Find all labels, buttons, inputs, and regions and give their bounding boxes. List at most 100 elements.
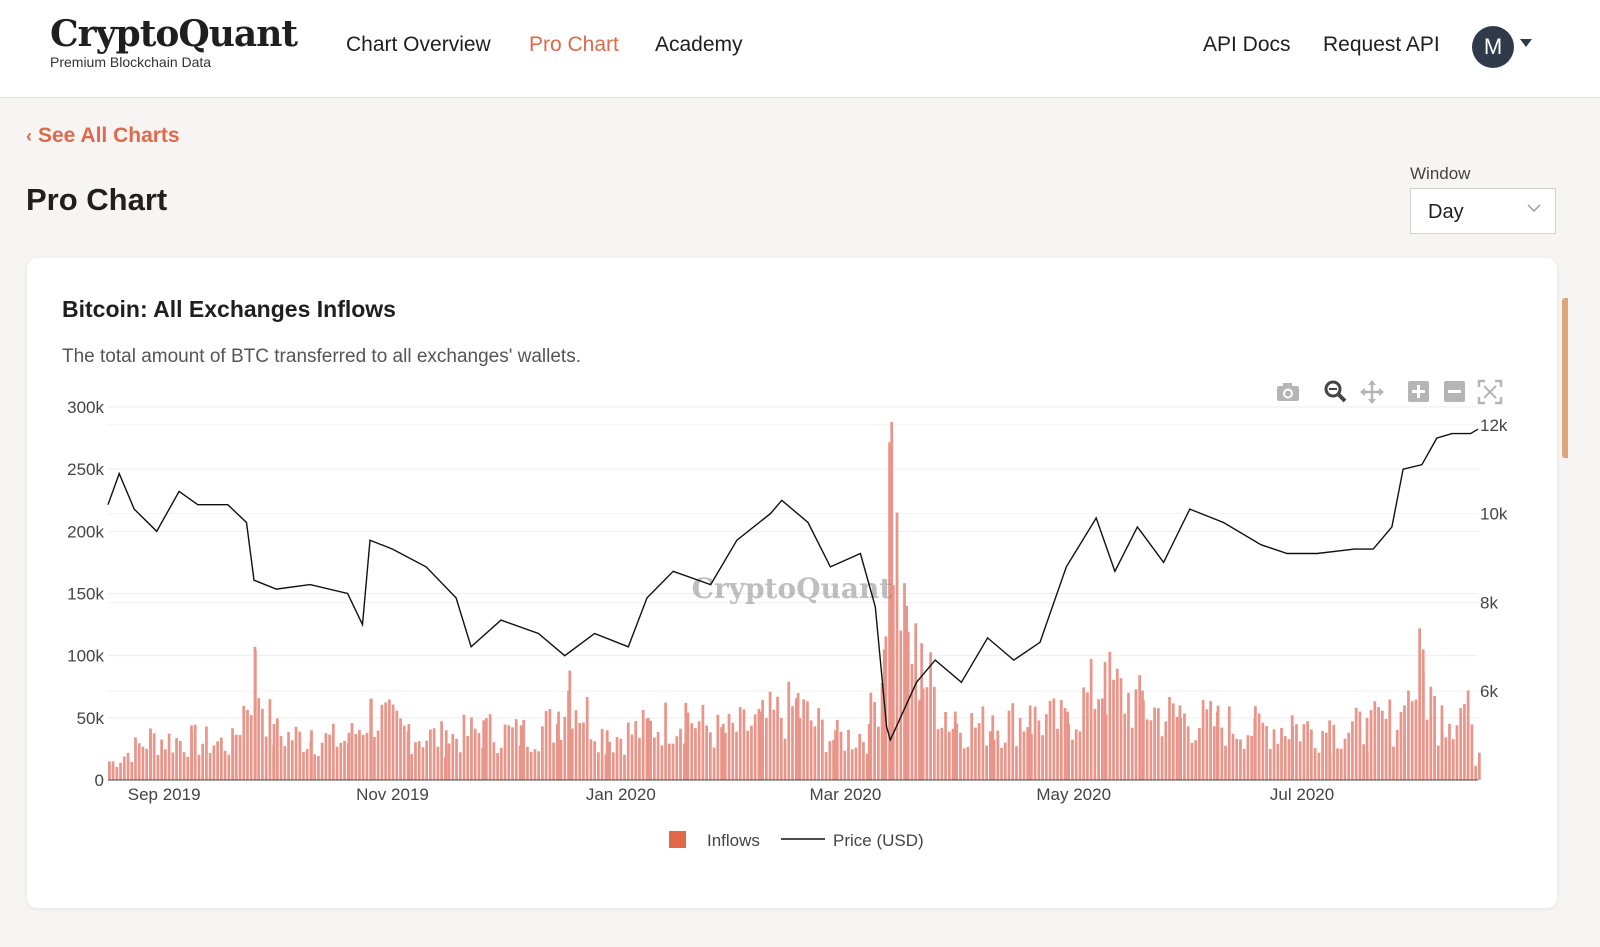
nav-request-api[interactable]: Request API [1323, 33, 1440, 56]
y-left-tick-label: 0 [95, 771, 104, 790]
nav-api-docs[interactable]: API Docs [1203, 33, 1291, 56]
inflow-bar [966, 746, 970, 780]
nav-chart-overview[interactable]: Chart Overview [346, 33, 491, 56]
inflow-bar [130, 761, 134, 780]
inflow-bar [1052, 698, 1056, 780]
inflow-bar [365, 732, 369, 780]
inflow-bar [1190, 742, 1194, 780]
inflow-bar [1178, 705, 1182, 780]
inflow-bar [275, 718, 279, 780]
inflow-bar [1011, 703, 1015, 780]
see-all-charts-link[interactable]: ‹ See All Charts [26, 124, 180, 148]
zoom-in-icon[interactable] [1408, 381, 1429, 402]
pan-icon[interactable] [1360, 380, 1384, 404]
inflow-bar [205, 726, 208, 780]
inflow-bar [735, 731, 738, 780]
inflow-bar [608, 741, 611, 780]
inflow-bar [1018, 718, 1022, 780]
inflow-bar [582, 722, 585, 780]
inflow-bar [884, 636, 888, 780]
inflow-bar [347, 732, 351, 780]
inflow-bar [537, 751, 541, 780]
inflow-bar [201, 743, 205, 780]
x-tick-label: Jan 2020 [586, 785, 656, 804]
nav-academy[interactable]: Academy [655, 33, 743, 56]
inflow-bar [600, 728, 604, 780]
inflow-bar [1317, 752, 1321, 780]
chart-legend: Inflows Price (USD) [669, 831, 924, 850]
inflow-bar [421, 747, 425, 780]
inflow-bar [1215, 711, 1219, 780]
inflow-bar [1265, 725, 1268, 780]
zoom-icon[interactable] [1324, 380, 1347, 403]
inflow-bar [1156, 708, 1160, 780]
camera-icon[interactable] [1277, 383, 1299, 401]
inflow-bar [407, 724, 411, 780]
inflow-bar [227, 754, 231, 780]
inflow-bar [167, 733, 171, 780]
inflow-bar [1003, 742, 1007, 780]
inflow-bar [906, 631, 910, 780]
inflow-bar [921, 688, 925, 780]
inflow-bar [444, 730, 448, 780]
zoom-out-icon[interactable] [1444, 381, 1465, 402]
avatar[interactable]: M [1472, 26, 1514, 68]
legend-inflows-swatch [669, 831, 686, 848]
inflow-bar [466, 735, 470, 780]
inflow-bar [473, 728, 477, 780]
inflow-bar [862, 742, 865, 780]
inflow-bar [605, 730, 609, 780]
nav-pro-chart[interactable]: Pro Chart [529, 33, 619, 56]
inflow-bar [1235, 738, 1239, 780]
inflow-bar [787, 681, 791, 780]
inflow-bar [317, 756, 320, 780]
inflow-bar [742, 709, 746, 780]
inflow-bar [1261, 722, 1265, 780]
inflow-bar [723, 732, 727, 780]
window-select[interactable]: Day [1410, 188, 1556, 234]
inflow-bar [1280, 727, 1283, 780]
inflow-bar [137, 743, 141, 780]
inflow-bar [679, 728, 682, 780]
inflow-bar [716, 714, 720, 780]
x-tick-label: May 2020 [1036, 785, 1111, 804]
inflow-bar [1369, 710, 1373, 780]
logo[interactable]: CryptoQuant Premium Blockchain Data [50, 12, 298, 70]
legend-inflows-label: Inflows [707, 831, 760, 850]
autoscale-icon[interactable] [1477, 379, 1503, 405]
inflow-bar [1198, 728, 1201, 780]
chevron-down-icon[interactable] [1520, 39, 1532, 47]
inflow-bar [1056, 728, 1059, 780]
inflow-bar [809, 720, 813, 780]
inflow-bar [122, 756, 126, 780]
inflow-bar [1168, 697, 1171, 780]
inflow-bar [1239, 739, 1242, 780]
inflow-bar [1313, 748, 1317, 780]
inflow-bar [568, 670, 572, 780]
chart-card: Bitcoin: All Exchanges Inflows The total… [27, 258, 1557, 908]
inflow-bar [1257, 713, 1261, 780]
inflow-bar [507, 725, 511, 780]
inflow-bar [261, 708, 264, 780]
inflow-bar [626, 722, 630, 780]
inflow-bar [1459, 708, 1463, 780]
x-tick-label: Mar 2020 [809, 785, 881, 804]
inflow-bar [417, 741, 421, 780]
y-left-tick-label: 50k [77, 709, 105, 728]
inflow-bar [890, 421, 894, 780]
inflow-bar [141, 746, 145, 780]
inflow-bar [746, 730, 750, 780]
inflow-bar [223, 750, 227, 780]
inflow-bar [399, 718, 402, 780]
inflow-bar [783, 738, 787, 780]
inflow-bar [175, 738, 178, 780]
inflow-bar [171, 752, 175, 780]
inflow-bar [1253, 717, 1257, 780]
inflow-bar [1112, 679, 1115, 780]
inflow-bar [1354, 707, 1358, 780]
inflow-bar [996, 730, 1000, 780]
inflow-bar [440, 721, 443, 780]
inflow-bar [387, 699, 391, 780]
inflow-bar [876, 726, 880, 780]
inflow-bar [1186, 726, 1190, 780]
